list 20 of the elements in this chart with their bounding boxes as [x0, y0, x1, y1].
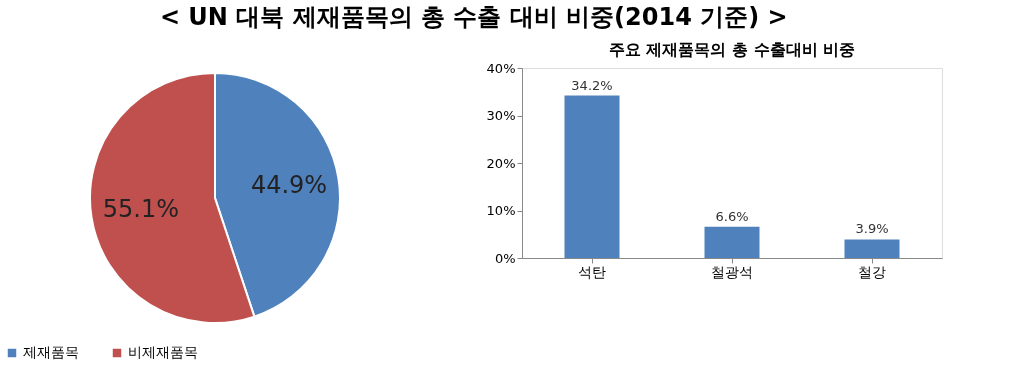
- x-tick-label: 철광석: [711, 263, 753, 280]
- bar: [704, 226, 760, 258]
- legend-label: 제재품목: [23, 344, 79, 360]
- legend-label: 비제재품목: [128, 344, 198, 360]
- chart-title: 주요 제재품목의 총 수출대비 비중: [608, 40, 856, 59]
- y-tick-label: 0%: [494, 250, 516, 266]
- y-tick-label: 10%: [486, 203, 516, 218]
- data-label: 3.9%: [855, 221, 889, 237]
- bar: [844, 239, 900, 258]
- y-tick-label: 30%: [486, 108, 516, 123]
- data-label: 34.2%: [571, 77, 613, 93]
- data-label: 6.6%: [715, 208, 749, 224]
- data-label: 55.1%: [102, 194, 180, 223]
- y-tick-label: 40%: [486, 60, 516, 76]
- x-tick-label: 철강: [858, 263, 886, 280]
- text: < UN 대북 제재품목의 총 수출 대비 비중(2014 기준) >: [159, 2, 788, 31]
- y-tick-label: 20%: [486, 155, 516, 171]
- bar: [564, 95, 620, 258]
- x-tick-label: 석탄: [578, 263, 606, 280]
- data-label: 44.9%: [250, 171, 328, 200]
